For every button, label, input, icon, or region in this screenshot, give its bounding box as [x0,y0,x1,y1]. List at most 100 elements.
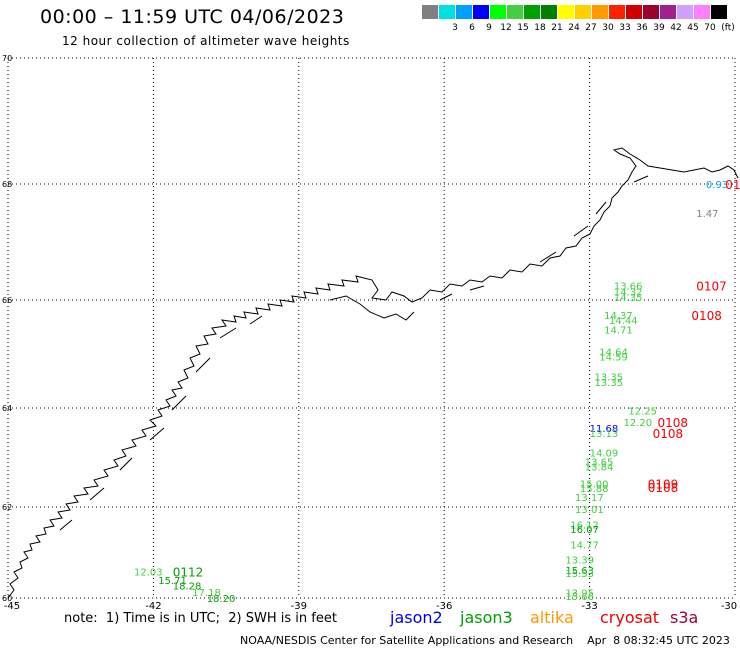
wave-height-observation: 14.64 [599,347,628,358]
colorbar-swatch [524,5,540,19]
wave-height-observation: 17.18 [192,588,221,599]
colorbar-swatch [575,5,591,19]
wave-height-observation: 15.66 [565,592,594,603]
satellite-pass-time-label: 0112 [173,566,204,580]
longitude-label: -36 [436,601,452,612]
colorbar-tick-label: 27 [585,23,597,33]
latitude-label: 62 [2,503,12,512]
wave-height-observation: 18.28 [173,582,202,593]
footnote: note: 1) Time is in UTC; 2) SWH is in fe… [64,611,337,626]
legend-jason3: jason3 [460,608,513,627]
wave-height-observation: 11.68 [590,424,619,435]
colorbar-swatch [541,5,557,19]
colorbar-tick-label: 3 [452,23,458,33]
wave-height-observation: 16.12 [570,520,599,531]
longitude-label: -45 [4,601,20,612]
wave-height-observation: 13.13 [590,429,619,440]
colorbar-tick-label: 18 [534,23,546,33]
colorbar-tick-label: 12 [500,23,512,33]
wave-height-observation: 13.95 [565,589,594,600]
colorbar-swatch [626,5,642,19]
satellite-pass-time-label: 0107 [696,280,727,294]
satellite-pass-time-label: 0108 [691,309,722,323]
latitude-label: 70 [2,54,12,63]
wave-height-observation: 14.77 [570,540,599,551]
colorbar-unit-label: (ft) [721,23,735,33]
map-title: 00:00 – 11:59 UTC 04/06/2023 [40,6,345,28]
colorbar-swatch [592,5,608,19]
colorbar-tick-label: 30 [602,23,614,33]
wave-height-observation: 15.88 [580,484,609,495]
wave-height-observation: 14.71 [604,326,633,337]
credit-line: NOAA/NESDIS Center for Satellite Applica… [240,634,730,647]
latitude-label: 60 [2,594,12,603]
wave-height-observation: 15.00 [580,480,609,491]
colorbar-tick-label: 42 [670,23,682,33]
colorbar-tick-label: 24 [568,23,580,33]
wave-height-observation: 16.07 [570,525,599,536]
wave-height-observation: 14.35 [614,293,643,304]
map-grid: 70 68 66 64 62 60-45 -42 -39 -36 -33 -30 [2,54,737,612]
wave-height-observation: 13.66 [614,282,643,293]
legend-s3a: s3a [670,608,699,627]
wave-height-observation: 14.32 [614,287,643,298]
wave-height-observation: 13.35 [594,373,623,384]
wave-height-observation: 1.47 [696,209,718,220]
colorbar-swatch [677,5,693,19]
satellite-pass-time-label: 01 [725,178,740,192]
colorbar-swatch [694,5,710,19]
map-subtitle: 12 hour collection of altimeter wave hei… [62,34,350,48]
wave-height-observation: 0.93 [706,180,728,191]
colorbar-tick-label: 36 [636,23,648,33]
colorbar-tick-label: 6 [469,23,475,33]
wave-height-observation: 12.03 [134,568,163,579]
colorbar-swatch [643,5,659,19]
coastline-fjords [59,175,649,531]
wave-height-observation: 13.01 [575,505,604,516]
colorbar-swatch [507,5,523,19]
wave-height-observation: 18.20 [207,594,236,605]
wave-height-observation: 12.20 [624,418,653,429]
colorbar-swatch [660,5,676,19]
colorbar-swatch [711,5,727,19]
legend-altika: altika [530,608,574,627]
longitude-label: -33 [581,601,597,612]
colorbar-swatch [609,5,625,19]
latitude-label: 64 [2,404,12,413]
satellite-pass-time-label: 0108 [648,481,679,495]
colorbar-tick-label: 21 [551,23,563,33]
wave-height-observation: 14.44 [609,316,638,327]
wave-height-observation: 13.17 [575,493,604,504]
legend-jason2: jason2 [390,608,443,627]
colorbar-swatch [473,5,489,19]
wave-height-observation: 13.65 [585,457,614,468]
wave-height-observation: 12.25 [628,406,657,417]
latitude-label: 66 [2,296,12,305]
colorbar-swatch [422,5,438,19]
wave-height-observation: 14.09 [590,449,619,460]
longitude-label: -39 [291,601,307,612]
colorbar-tick-label: 45 [687,23,699,33]
colorbar-tick-label: 15 [517,23,529,33]
wave-height-observation: 14.59 [599,353,628,364]
colorbar-tick-label: 70 [704,23,716,33]
satellite-pass-time-label: 0108 [653,427,684,441]
longitude-label: -30 [721,601,737,612]
colorbar-tick-label: 9 [486,23,492,33]
satellite-pass-time-label: 0108 [657,416,688,430]
colorbar-swatch [490,5,506,19]
wave-height-observation: 15.63 [565,566,594,577]
latitude-label: 68 [2,180,12,189]
colorbar-tick-label: 39 [653,23,665,33]
wave-height-observation: 14.37 [604,311,633,322]
satellite-pass-time-label: 0109 [648,478,679,492]
colorbar-swatch [558,5,574,19]
colorbar-swatch [456,5,472,19]
wave-height-observation: 15.71 [158,576,187,587]
legend-cryosat: cryosat [600,608,660,627]
wave-height-observation: 13.84 [585,462,614,473]
wave-height-observation: 13.39 [565,555,594,566]
